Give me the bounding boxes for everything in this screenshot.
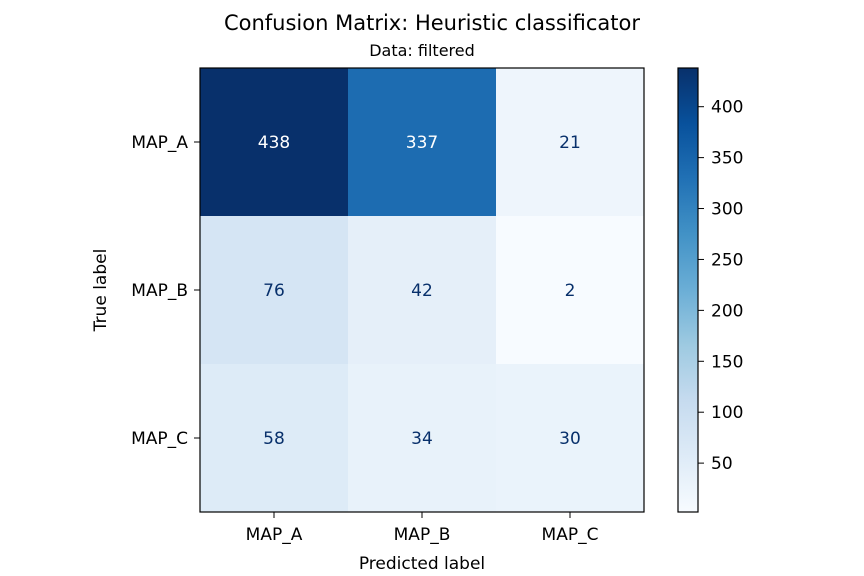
- cell-value-label: 21: [559, 133, 581, 153]
- y-axis-label: True label: [91, 249, 111, 333]
- heatmap-cell: [348, 68, 496, 216]
- x-axis: MAP_A MAP_B MAP_C: [246, 512, 599, 545]
- colorbar-tick-label: 350: [711, 149, 743, 169]
- x-axis-label: Predicted label: [359, 554, 485, 574]
- y-tick-label: MAP_C: [131, 429, 188, 449]
- chart-subtitle: Data: filtered: [369, 41, 475, 60]
- colorbar-tick-label: 50: [711, 454, 733, 474]
- cell-value-label: 58: [263, 429, 285, 449]
- y-tick-label: MAP_B: [131, 281, 188, 301]
- chart-title: Confusion Matrix: Heuristic classificato…: [224, 11, 640, 35]
- x-tick-label: MAP_A: [246, 525, 303, 545]
- cell-value-label: 42: [411, 281, 433, 301]
- colorbar-tick-label: 300: [711, 200, 743, 220]
- heatmap-cell: [496, 68, 644, 216]
- colorbar-tick-label: 250: [711, 250, 743, 270]
- colorbar-gradient: [677, 67, 699, 513]
- x-tick-label: MAP_B: [394, 525, 451, 545]
- x-tick-label: MAP_C: [542, 525, 599, 545]
- heatmap-cell: [496, 364, 644, 512]
- y-axis: MAP_A MAP_B MAP_C: [131, 133, 200, 449]
- cell-value-label: 337: [406, 133, 438, 153]
- heatmap-cell: [200, 216, 348, 364]
- heatmap-cells: 438 337 21 76 42 2 58 34 30: [200, 68, 644, 512]
- colorbar-tick-label: 200: [711, 301, 743, 321]
- heatmap-cell: [200, 364, 348, 512]
- cell-value-label: 438: [258, 133, 290, 153]
- cell-value-label: 30: [559, 429, 581, 449]
- heatmap-cell: [348, 364, 496, 512]
- colorbar-tick-label: 150: [711, 352, 743, 372]
- colorbar-ticks: 50 100 150 200 250 300 350 400: [698, 98, 743, 474]
- cell-value-label: 76: [263, 281, 285, 301]
- heatmap-cell: [348, 216, 496, 364]
- colorbar-tick-label: 400: [711, 98, 743, 118]
- heatmap-cell: [496, 216, 644, 364]
- colorbar-tick-label: 100: [711, 403, 743, 423]
- cell-value-label: 2: [565, 281, 576, 301]
- cell-value-label: 34: [411, 429, 433, 449]
- y-tick-label: MAP_A: [131, 133, 188, 153]
- heatmap-cell: [200, 68, 348, 216]
- colorbar: 50 100 150 200 250 300 350 400: [677, 67, 743, 513]
